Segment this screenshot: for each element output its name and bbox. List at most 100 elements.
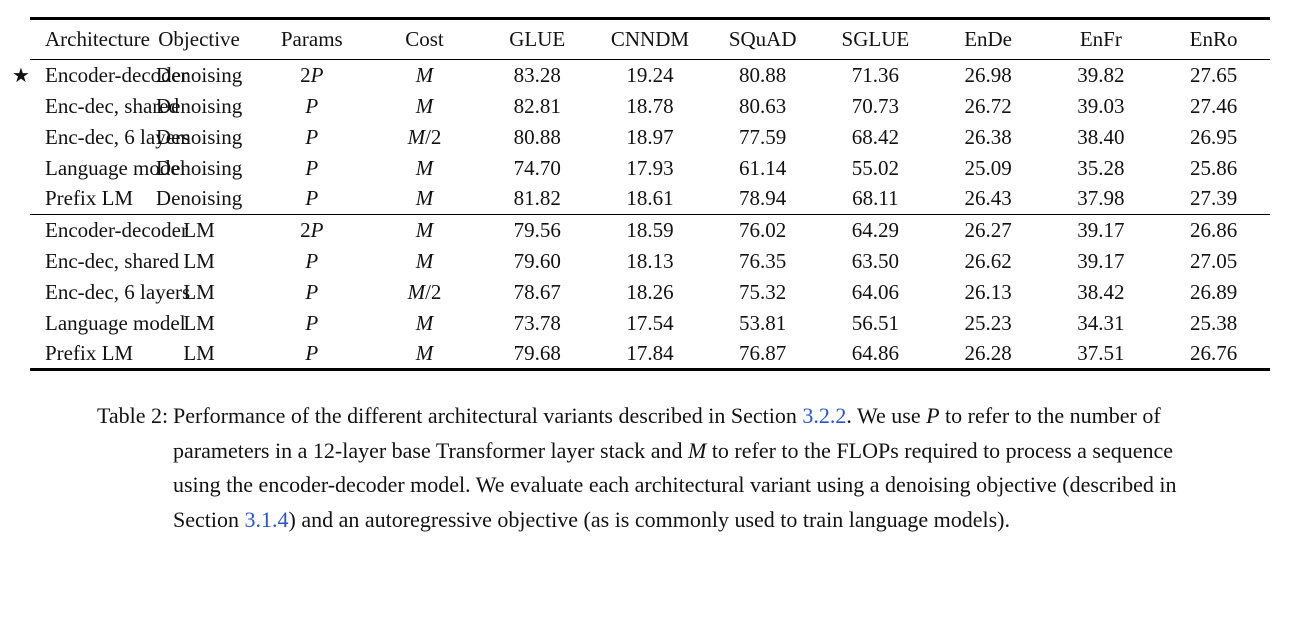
table-cell: LM <box>183 310 215 335</box>
table-cell: 39.82 <box>1077 62 1125 87</box>
table-cell: 76.87 <box>739 340 787 365</box>
table-cell: 26.72 <box>964 93 1012 118</box>
table-cell: 25.09 <box>964 155 1012 180</box>
caption-segment: ) and an autoregressive objective (as is… <box>288 506 1011 532</box>
column-header-ende: EnDe <box>931 18 1045 60</box>
table-cell: 79.60 <box>513 248 561 273</box>
table-cell: 2P <box>255 214 369 246</box>
column-header-enro: EnRo <box>1157 18 1270 60</box>
table-cell: 27.39 <box>1189 186 1238 211</box>
table-cell: 55.02 <box>851 155 900 180</box>
table-cell: LM <box>142 214 256 246</box>
architecture-cell: ★ Encoder-decoder <box>12 60 188 91</box>
architecture-label: Encoder-decoder <box>45 217 188 242</box>
architecture-cell: Enc-dec, 6 layers <box>30 122 190 153</box>
table-cell: 76.02 <box>706 214 820 246</box>
table-cell: M <box>415 310 434 335</box>
table-caption: Table 2: Performance of the different ar… <box>97 399 1207 537</box>
results-table-container: Architecture Objective Params Cost GLUE CNNDM… <box>12 17 1270 371</box>
table-cell: 39.17 <box>1077 248 1125 273</box>
table-cell: M <box>415 93 434 118</box>
table-row: Encoder-decoder LM 2P M 79.56 18.59 76.02 64.29… <box>30 214 1270 246</box>
table-row: Prefix LM LM P M 79.68 17.84 76.87 64.86 26.28 37… <box>30 339 1270 370</box>
architecture-cell: Language model <box>30 308 186 339</box>
table-cell: 38.42 <box>1077 279 1125 304</box>
table-cell: 37.98 <box>1077 186 1125 211</box>
table-cell: M <box>368 214 481 246</box>
table-cell: 83.28 <box>513 62 561 87</box>
table-cell: P <box>305 310 319 335</box>
column-header-objective: Objective <box>142 18 256 60</box>
section-link[interactable]: 3.2.2 <box>802 403 847 428</box>
column-header-glue: GLUE <box>480 18 594 60</box>
table-cell: P <box>305 340 319 365</box>
table-cell: 64.06 <box>851 279 900 304</box>
table-cell: 18.97 <box>626 124 674 149</box>
math-symbol: M <box>687 437 707 463</box>
table-cell: 80.88 <box>513 124 561 149</box>
architecture-label: Prefix LM <box>45 186 134 211</box>
table-cell: 81.82 <box>513 186 561 211</box>
table-cell: 77.59 <box>739 124 787 149</box>
table-cell: LM <box>183 279 215 304</box>
table-cell: 18.61 <box>626 186 674 211</box>
table-row: Language model Denoising P M 74.70 17.93 61.14… <box>30 153 1270 184</box>
caption-segment: to refer to the FLOPs required to proces… <box>173 437 1177 532</box>
table-cell: 26.43 <box>964 186 1012 211</box>
table-cell: 26.28 <box>964 340 1012 365</box>
architecture-label: Enc-dec, shared <box>45 248 180 273</box>
column-header-sglue: SGLUE <box>819 18 932 60</box>
table-row: Enc-dec, shared LM P M 79.60 18.13 76.35 63.50 2… <box>30 246 1270 277</box>
table-cell: 17.54 <box>626 310 674 335</box>
table-row: Prefix LM Denoising P M 81.82 18.61 78.94 68.11… <box>30 184 1270 215</box>
column-header-params: Params <box>255 18 369 60</box>
architecture-cell: Language model <box>30 153 186 184</box>
architecture-cell: Enc-dec, 6 layers <box>30 277 190 308</box>
architecture-cell: Enc-dec, shared <box>30 91 179 122</box>
table-cell: LM <box>183 340 215 365</box>
table-cell: 26.76 <box>1189 340 1238 365</box>
table-cell: 79.68 <box>513 340 561 365</box>
table-cell: 53.81 <box>739 310 787 335</box>
caption-segment: . We use <box>846 403 927 428</box>
table-row: ★ Encoder-decoder Denoising 2P M 83.28 19.24 80… <box>12 60 1270 91</box>
table-cell: 18.78 <box>626 93 674 118</box>
table-cell: M <box>415 186 434 211</box>
table-cell: 64.86 <box>851 340 900 365</box>
table-cell: 80.63 <box>739 93 787 118</box>
table-cell: 38.40 <box>1077 124 1125 149</box>
table-cell: 37.51 <box>1077 340 1125 365</box>
column-header-architecture: Architecture <box>30 18 150 60</box>
column-header-enfr: EnFr <box>1044 18 1158 60</box>
math-symbol: P <box>926 403 940 428</box>
table-cell: 35.28 <box>1077 155 1125 180</box>
table-cell: P <box>305 155 319 180</box>
architecture-cell: Enc-dec, shared <box>30 246 179 277</box>
column-header-squad: SQuAD <box>706 18 820 60</box>
table-cell: 76.35 <box>739 248 787 273</box>
table-cell: 75.32 <box>739 279 787 304</box>
table-body: ★ Encoder-decoder Denoising 2P M 83.28 19.24 80… <box>12 60 1270 370</box>
table-cell: 78.67 <box>513 279 561 304</box>
table-cell: P <box>305 186 319 211</box>
table-cell: M/2 <box>407 279 442 304</box>
table-cell: M <box>415 155 434 180</box>
table-cell: 39.03 <box>1077 93 1125 118</box>
architecture-label: Language model <box>45 155 186 180</box>
table-cell: 34.31 <box>1077 310 1125 335</box>
table-cell: LM <box>183 248 215 273</box>
table-cell: 26.13 <box>964 279 1012 304</box>
table-cell: 63.50 <box>851 248 900 273</box>
section-link[interactable]: 3.1.4 <box>244 506 289 532</box>
table-cell: Denoising <box>155 62 243 87</box>
table-cell: P <box>305 279 319 304</box>
caption-segment: Performance of the different architectur… <box>173 403 803 428</box>
table-row: Enc-dec, shared Denoising P M 82.81 18.78 80.6… <box>30 91 1270 122</box>
table-cell: 25.38 <box>1189 310 1238 335</box>
caption-segment: to refer to the number of parameters in … <box>173 403 1161 463</box>
table-cell: P <box>305 124 319 149</box>
table-cell: 68.11 <box>852 186 899 211</box>
table-cell: M/2 <box>407 124 442 149</box>
table-cell: 39.17 <box>1044 214 1158 246</box>
